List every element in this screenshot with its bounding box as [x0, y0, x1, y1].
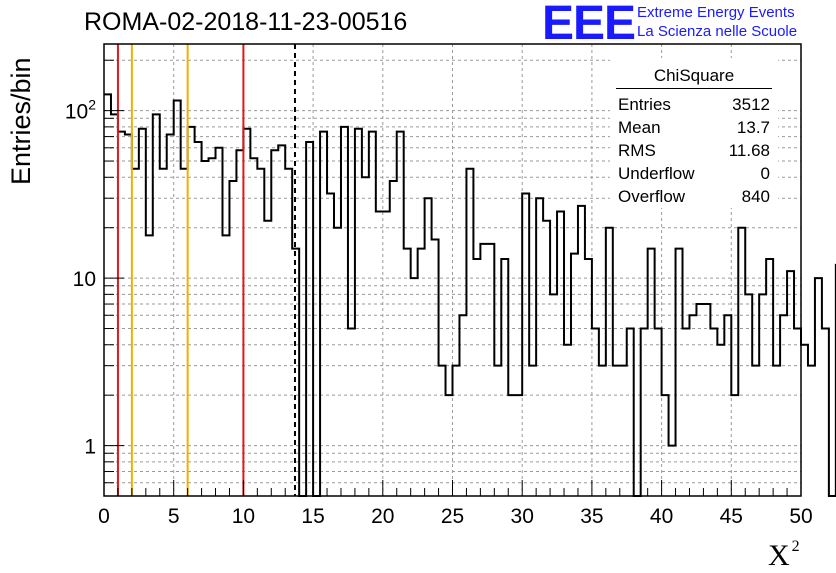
- x-tick-label: 45: [720, 505, 743, 528]
- stats-label: RMS: [618, 141, 656, 160]
- y-tick-label: 1: [84, 436, 96, 459]
- y-tick-label-base: 10: [65, 101, 88, 124]
- logo-line-1: Extreme Energy Events: [637, 4, 795, 21]
- histogram-line: [104, 93, 836, 497]
- x-axis-label-main: X: [768, 539, 790, 572]
- histogram-series: [104, 93, 836, 497]
- y-tick-label: 10: [73, 268, 96, 291]
- stats-title: ChiSquare: [616, 66, 772, 89]
- y-tick-label: 102: [65, 97, 96, 124]
- run-title: ROMA-02-2018-11-23-00516: [84, 8, 408, 36]
- y-axis-label: Entries/bin: [6, 57, 36, 185]
- stats-label: Mean: [618, 118, 661, 137]
- stats-row: Underflow 0: [610, 162, 778, 185]
- x-tick-label: 20: [371, 505, 394, 528]
- x-tick-label: 15: [301, 505, 324, 528]
- y-tick-label-base: 1: [84, 436, 96, 459]
- stats-label: Entries: [618, 95, 671, 114]
- eee-logo: EEE: [542, 0, 636, 50]
- stats-value: 13.7: [736, 118, 770, 137]
- stats-value: 0: [760, 164, 770, 183]
- y-tick-label-base: 10: [73, 268, 96, 291]
- stats-value: 840: [741, 187, 770, 206]
- stats-value: 3512: [732, 95, 770, 114]
- x-tick-label: 10: [232, 505, 255, 528]
- axes: [103, 43, 802, 497]
- stats-value: 11.68: [728, 141, 770, 160]
- stats-row: Mean 13.7: [610, 116, 778, 139]
- x-tick-label: 5: [168, 505, 180, 528]
- x-tick-label: 30: [511, 505, 534, 528]
- stats-row: Entries 3512: [610, 93, 778, 116]
- stats-row: Overflow 840: [610, 185, 778, 208]
- x-tick-label: 50: [789, 505, 812, 528]
- stats-box: ChiSquare Entries 3512 Mean 13.7 RMS 11.…: [610, 58, 778, 208]
- reference-lines: [116, 44, 296, 496]
- x-tick-label: 0: [98, 505, 110, 528]
- y-tick-label-exponent: 2: [88, 97, 96, 113]
- x-tick-label: 40: [650, 505, 673, 528]
- logo-line-2: La Scienza nelle Scuole: [637, 23, 798, 40]
- x-tick-label: 25: [441, 505, 464, 528]
- stats-label: Underflow: [618, 164, 695, 183]
- x-tick-label: 35: [580, 505, 603, 528]
- x-axis-label-sup: 2: [791, 538, 800, 555]
- stats-label: Overflow: [618, 187, 686, 206]
- stats-row: RMS 11.68: [610, 139, 778, 162]
